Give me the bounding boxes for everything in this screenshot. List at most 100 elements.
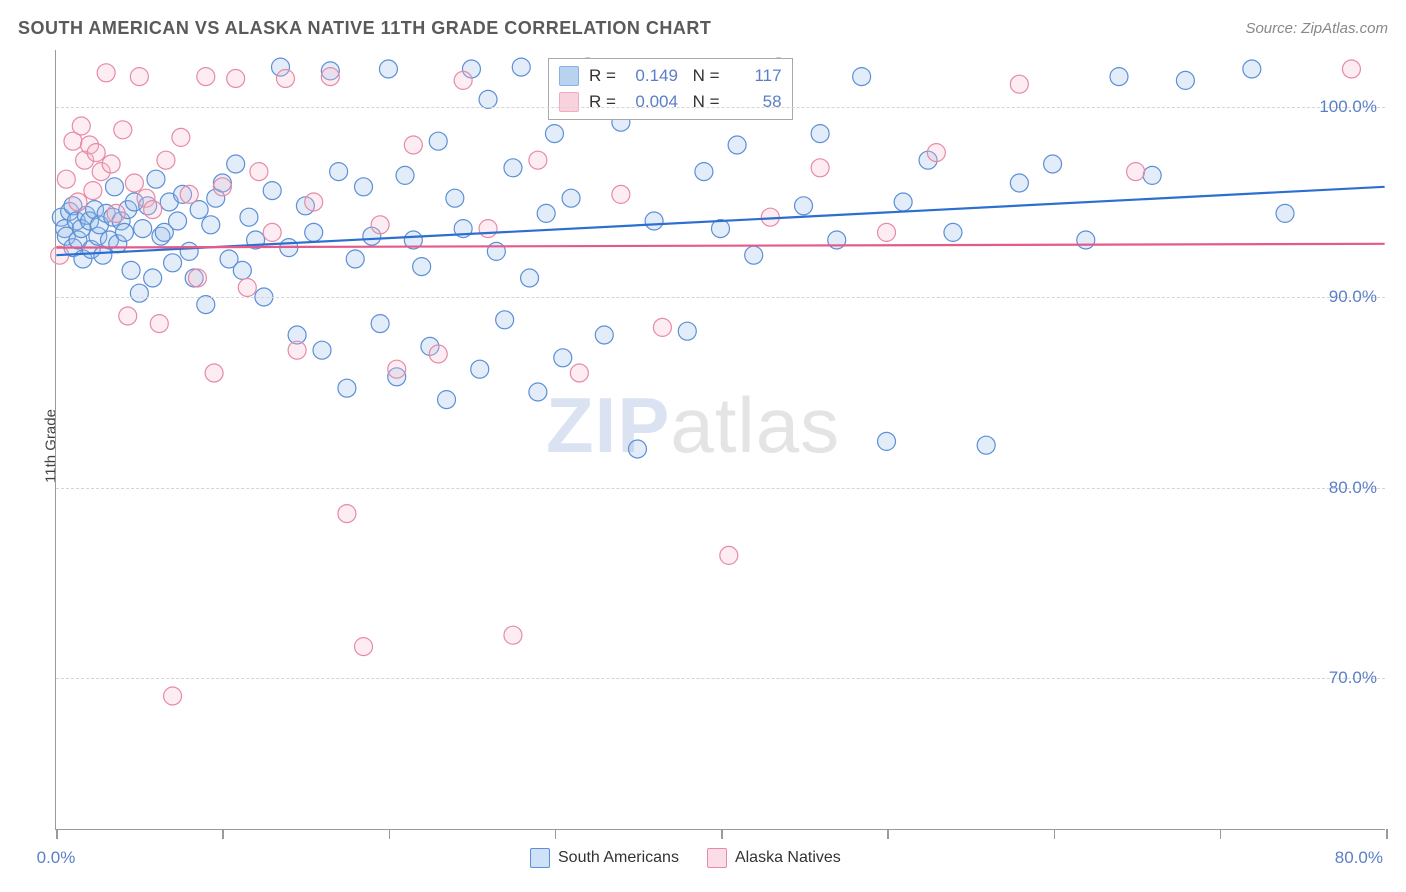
data-point xyxy=(496,311,514,329)
data-point xyxy=(537,204,555,222)
data-point xyxy=(313,341,331,359)
data-point xyxy=(202,216,220,234)
data-point xyxy=(927,144,945,162)
data-point xyxy=(878,432,896,450)
data-point xyxy=(446,189,464,207)
legend-label: South Americans xyxy=(558,849,679,867)
data-point xyxy=(471,360,489,378)
data-point xyxy=(529,383,547,401)
data-point xyxy=(678,322,696,340)
data-point xyxy=(1110,68,1128,86)
data-point xyxy=(1243,60,1261,78)
data-point xyxy=(454,71,472,89)
data-point xyxy=(330,163,348,181)
data-point xyxy=(338,505,356,523)
legend-r-value: 0.004 xyxy=(626,92,678,112)
data-point xyxy=(288,341,306,359)
data-point xyxy=(115,223,133,241)
correlation-legend: R =0.149 N =117R =0.004 N =58 xyxy=(548,58,793,120)
data-point xyxy=(1276,204,1294,222)
legend-swatch xyxy=(530,848,550,868)
data-point xyxy=(429,345,447,363)
y-tick-label: 70.0% xyxy=(1329,668,1377,688)
data-point xyxy=(944,223,962,241)
grid-line xyxy=(56,297,1385,298)
x-tick xyxy=(56,829,58,839)
data-point xyxy=(130,284,148,302)
data-point xyxy=(69,193,87,211)
source-label: Source: ZipAtlas.com xyxy=(1245,20,1388,37)
x-tick xyxy=(887,829,889,839)
data-point xyxy=(554,349,572,367)
data-point xyxy=(562,189,580,207)
data-point xyxy=(529,151,547,169)
data-point xyxy=(338,379,356,397)
data-point xyxy=(227,70,245,88)
data-point xyxy=(263,223,281,241)
data-point xyxy=(1176,71,1194,89)
data-point xyxy=(134,220,152,238)
legend-swatch xyxy=(707,848,727,868)
data-point xyxy=(512,58,530,76)
data-point xyxy=(213,178,231,196)
data-point xyxy=(147,170,165,188)
legend-r-label: R = xyxy=(589,66,616,86)
data-point xyxy=(180,242,198,260)
legend-item: South Americans xyxy=(530,848,679,868)
data-point xyxy=(321,68,339,86)
data-point xyxy=(205,364,223,382)
legend-n-label: N = xyxy=(688,66,720,86)
plot-area: ZIPatlas R =0.149 N =117R =0.004 N =58 7… xyxy=(55,50,1385,830)
data-point xyxy=(102,155,120,173)
data-point xyxy=(745,246,763,264)
data-point xyxy=(355,638,373,656)
data-point xyxy=(570,364,588,382)
y-tick-label: 80.0% xyxy=(1329,478,1377,498)
data-point xyxy=(379,60,397,78)
data-point xyxy=(413,258,431,276)
data-point xyxy=(479,220,497,238)
data-point xyxy=(1010,75,1028,93)
data-point xyxy=(240,208,258,226)
data-point xyxy=(628,440,646,458)
legend-n-value: 117 xyxy=(730,66,782,86)
x-tick xyxy=(1220,829,1222,839)
data-point xyxy=(84,182,102,200)
data-point xyxy=(97,64,115,82)
data-point xyxy=(122,261,140,279)
data-point xyxy=(853,68,871,86)
data-point xyxy=(396,166,414,184)
chart-title: SOUTH AMERICAN VS ALASKA NATIVE 11TH GRA… xyxy=(18,18,711,39)
data-point xyxy=(1143,166,1161,184)
data-point xyxy=(87,144,105,162)
data-point xyxy=(263,182,281,200)
x-tick xyxy=(555,829,557,839)
data-point xyxy=(371,216,389,234)
data-point xyxy=(305,223,323,241)
data-point xyxy=(504,626,522,644)
data-point xyxy=(795,197,813,215)
grid-line xyxy=(56,678,1385,679)
data-point xyxy=(645,212,663,230)
data-point xyxy=(144,269,162,287)
legend-swatch xyxy=(559,66,579,86)
legend-row: R =0.004 N =58 xyxy=(559,89,782,115)
data-point xyxy=(504,159,522,177)
data-point xyxy=(169,212,187,230)
data-point xyxy=(57,170,75,188)
data-point xyxy=(595,326,613,344)
data-point xyxy=(276,70,294,88)
data-point xyxy=(438,391,456,409)
data-point xyxy=(811,125,829,143)
legend-n-value: 58 xyxy=(730,92,782,112)
data-point xyxy=(371,315,389,333)
data-point xyxy=(388,360,406,378)
data-point xyxy=(545,125,563,143)
data-point xyxy=(188,269,206,287)
data-point xyxy=(227,155,245,173)
data-point xyxy=(355,178,373,196)
data-point xyxy=(1342,60,1360,78)
data-point xyxy=(612,185,630,203)
data-point xyxy=(114,121,132,139)
data-point xyxy=(1044,155,1062,173)
